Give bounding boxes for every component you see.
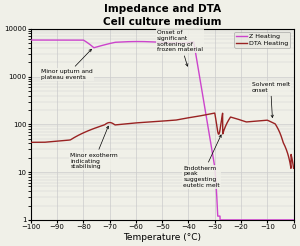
Z Heating	[150, 40, 153, 43]
Text: Minor exotherm
indicating
stabilising: Minor exotherm indicating stabilising	[70, 126, 118, 169]
Line: Z Heating: Z Heating	[31, 40, 294, 220]
DTA Heating	[157, 120, 160, 123]
Legend: Z Heating, DTA Heating: Z Heating, DTA Heating	[234, 32, 290, 48]
Z Heating	[42, 39, 46, 42]
DTA Heating	[42, 141, 46, 144]
DTA Heating	[29, 141, 33, 144]
DTA Heating	[284, 147, 288, 150]
Text: Onset of
significant
softening of
frozen material: Onset of significant softening of frozen…	[157, 30, 203, 66]
Title: Impedance and DTA
Cell culture medium: Impedance and DTA Cell culture medium	[103, 4, 221, 27]
Z Heating	[218, 218, 222, 221]
Z Heating	[29, 39, 33, 42]
Z Heating	[236, 218, 240, 221]
Z Heating	[292, 218, 296, 221]
DTA Heating	[292, 167, 296, 170]
DTA Heating	[150, 120, 153, 123]
Text: Solvent melt
onset: Solvent melt onset	[251, 82, 290, 118]
Text: Minor upturn and
plateau events: Minor upturn and plateau events	[41, 49, 93, 80]
Line: DTA Heating: DTA Heating	[31, 113, 294, 168]
Z Heating	[284, 218, 288, 221]
DTA Heating	[213, 112, 217, 115]
Text: Endotherm
peak
suggesting
eutetic melt: Endotherm peak suggesting eutetic melt	[183, 135, 221, 188]
DTA Heating	[236, 118, 240, 121]
X-axis label: Temperature (°C): Temperature (°C)	[123, 233, 201, 242]
Z Heating	[284, 218, 288, 221]
DTA Heating	[284, 147, 288, 150]
Z Heating	[157, 41, 160, 44]
